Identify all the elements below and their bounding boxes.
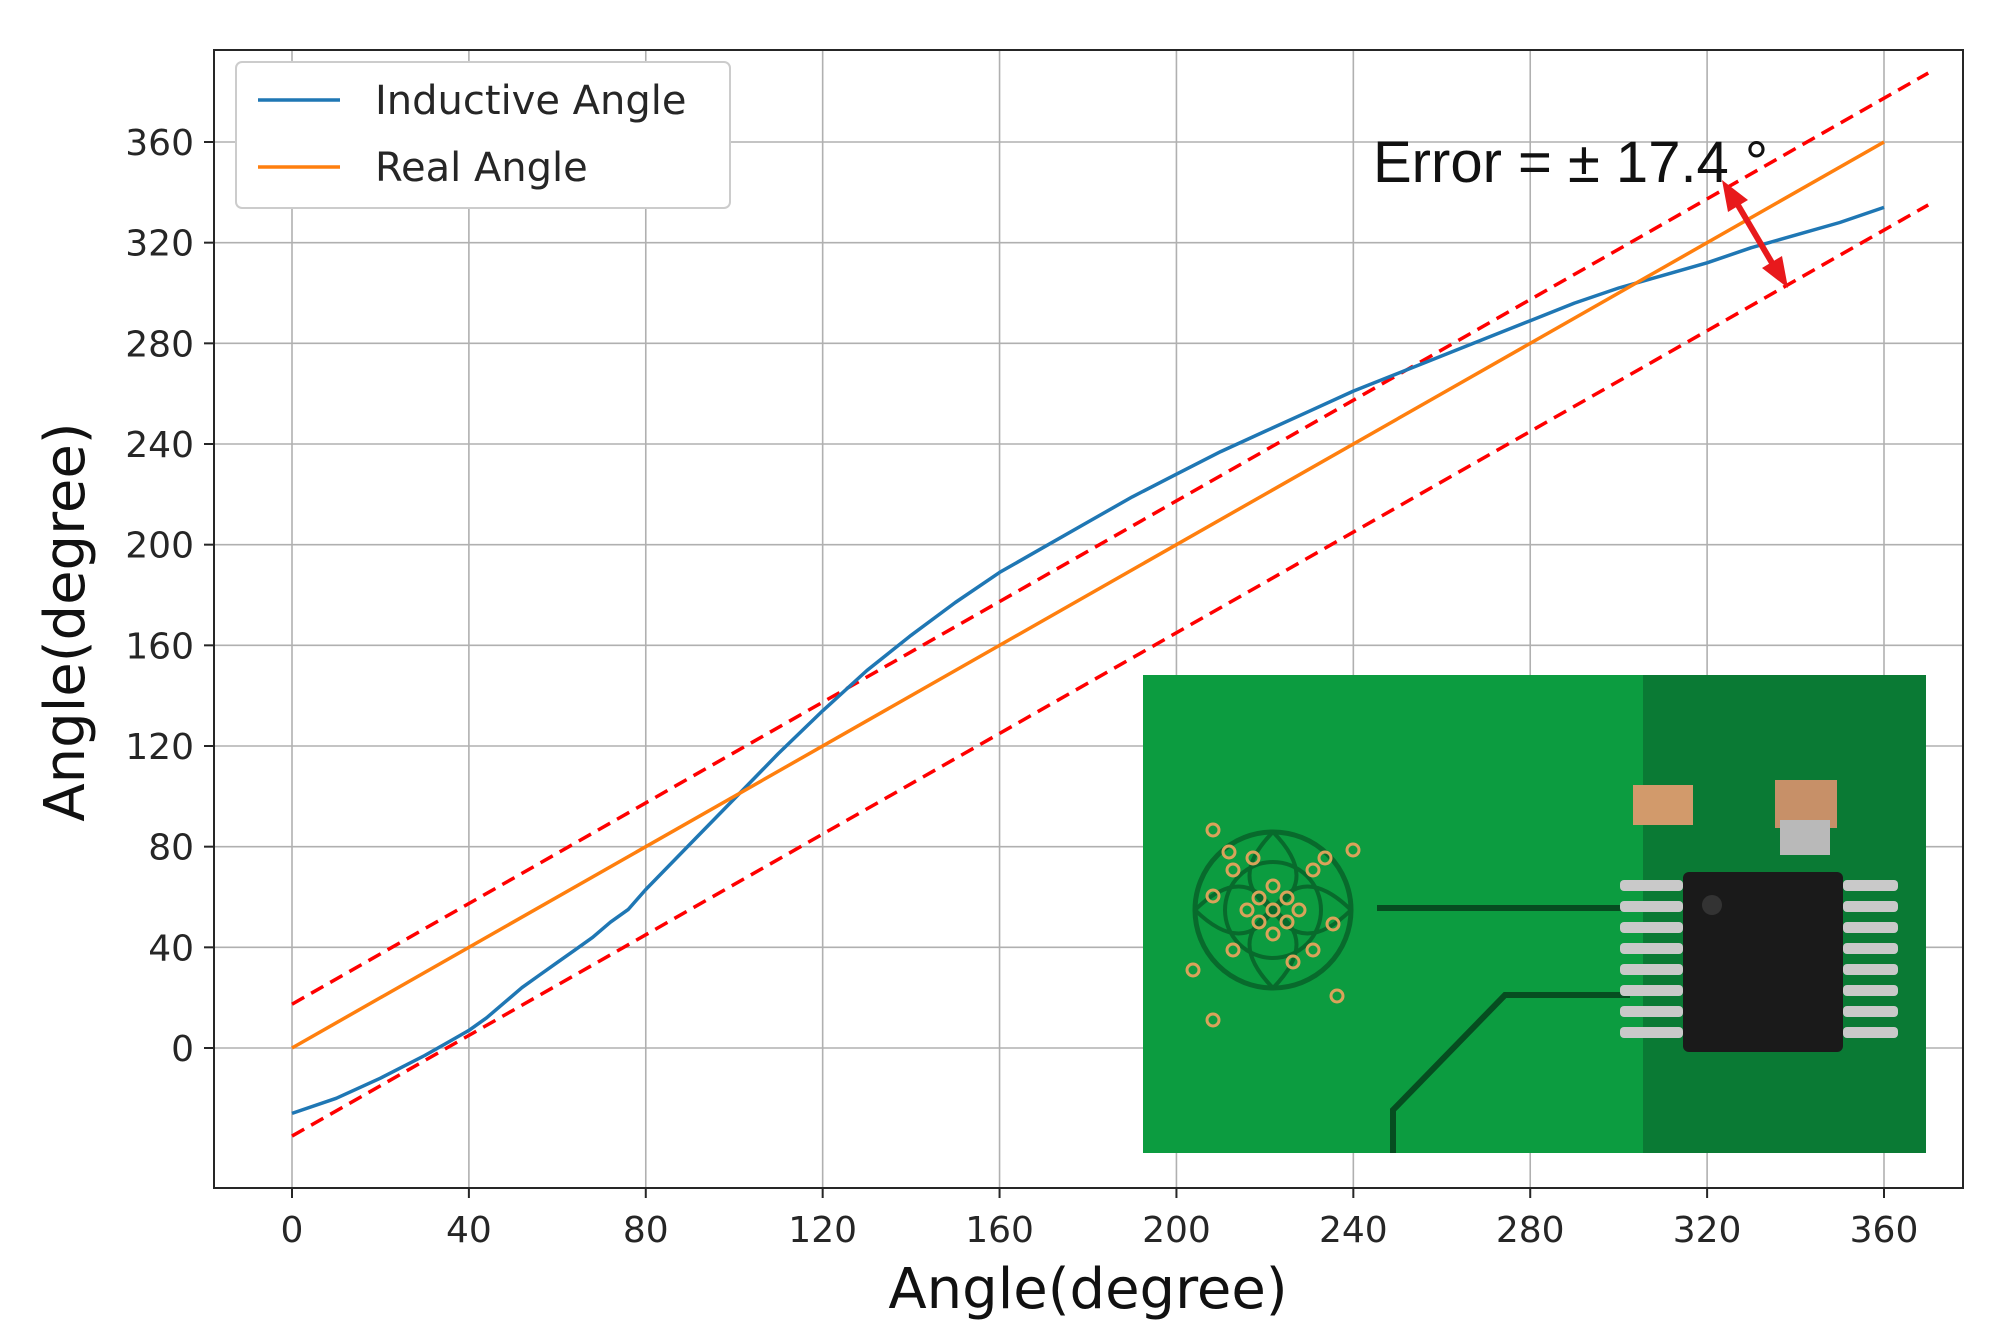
- x-tick-label: 200: [1142, 1210, 1211, 1251]
- via-dot: [1265, 878, 1281, 894]
- via-dot: [1317, 850, 1333, 866]
- chip-pin-left: [1620, 1006, 1683, 1017]
- series-line-real: [291, 140, 1885, 1050]
- chip-pin-left: [1620, 922, 1683, 933]
- chip-pins: [1620, 880, 1898, 1038]
- pcb-inset-photo: [1143, 675, 1926, 1153]
- x-tick-label: 360: [1850, 1210, 1919, 1251]
- plot-frame: [213, 49, 1964, 1189]
- via-dot: [1245, 850, 1261, 866]
- error-bound-line: [291, 203, 1930, 1138]
- x-tick-label: 80: [623, 1210, 669, 1251]
- via-dot: [1279, 914, 1295, 930]
- y-tick-label: 280: [125, 324, 194, 365]
- via-dot: [1265, 902, 1281, 918]
- via-dot: [1251, 914, 1267, 930]
- via-dot: [1185, 962, 1201, 978]
- y-tick-label: 360: [125, 123, 194, 164]
- y-tick-label: 0: [171, 1029, 194, 1070]
- chip-pin-left: [1620, 1027, 1683, 1038]
- via-dot: [1239, 902, 1255, 918]
- via-dot: [1205, 1012, 1221, 1028]
- via-dot: [1205, 888, 1221, 904]
- error-arrow: [1722, 180, 1788, 288]
- legend-label-inductive: Inductive Angle: [375, 78, 687, 124]
- series-line-inductive: [291, 205, 1885, 1116]
- chip-pin-right: [1843, 985, 1898, 996]
- chip-pin-right: [1843, 880, 1898, 891]
- chip-pin-left: [1620, 985, 1683, 996]
- chip-pin-right: [1843, 1006, 1898, 1017]
- x-tick-label: 240: [1319, 1210, 1388, 1251]
- via-dot: [1205, 822, 1221, 838]
- legend-label-real: Real Angle: [375, 145, 588, 191]
- x-tick-label: 120: [788, 1210, 857, 1251]
- via-dot: [1305, 942, 1321, 958]
- chip-pin-right: [1843, 901, 1898, 912]
- via-dot: [1285, 954, 1301, 970]
- via-dot: [1225, 862, 1241, 878]
- via-dot: [1251, 890, 1267, 906]
- chip-pin-left: [1620, 964, 1683, 975]
- y-tick-label: 80: [148, 828, 194, 869]
- error-annotation: Error = ± 17.4 °: [1373, 130, 1768, 195]
- axes: [204, 49, 1964, 1198]
- chip-pin-left: [1620, 901, 1683, 912]
- x-tick-label: 280: [1496, 1210, 1565, 1251]
- chip-pin-right: [1843, 922, 1898, 933]
- series-lines: [291, 140, 1885, 1116]
- x-tick-label: 160: [965, 1210, 1034, 1251]
- x-tick-label: 320: [1673, 1210, 1742, 1251]
- via-dot: [1225, 942, 1241, 958]
- error-bounds: [291, 71, 1930, 1138]
- y-tick-label: 160: [125, 626, 194, 667]
- chip-pin-right: [1843, 943, 1898, 954]
- via-dot: [1345, 842, 1361, 858]
- via-dots: [1185, 822, 1361, 1028]
- y-tick-label: 200: [125, 526, 194, 567]
- x-tick-label: 0: [281, 1210, 304, 1251]
- chip-pin-right: [1843, 1027, 1898, 1038]
- tick-labels: 0 40 80 120 160 200 240 280 320 360 0 40 80 120 160 200…: [125, 123, 1918, 1251]
- via-dot: [1221, 844, 1237, 860]
- via-dot: [1291, 902, 1307, 918]
- via-dot: [1329, 988, 1345, 1004]
- via-dot: [1279, 890, 1295, 906]
- via-dot: [1305, 862, 1321, 878]
- legend-box: [235, 61, 731, 209]
- legend: Inductive Angle Real Angle: [235, 61, 731, 209]
- y-tick-label: 120: [125, 727, 194, 768]
- y-tick-label: 240: [125, 425, 194, 466]
- y-tick-label: 320: [125, 224, 194, 265]
- via-dot: [1325, 916, 1341, 932]
- chip-pin-left: [1620, 943, 1683, 954]
- x-axis-title: Angle(degree): [888, 1257, 1287, 1322]
- y-axis-title: Angle(degree): [33, 422, 98, 821]
- x-tick-label: 40: [446, 1210, 492, 1251]
- via-dot: [1265, 926, 1281, 942]
- chip-pin-right: [1843, 964, 1898, 975]
- chip-pin-left: [1620, 880, 1683, 891]
- y-tick-label: 40: [148, 928, 194, 969]
- error-bound-line: [291, 71, 1930, 1006]
